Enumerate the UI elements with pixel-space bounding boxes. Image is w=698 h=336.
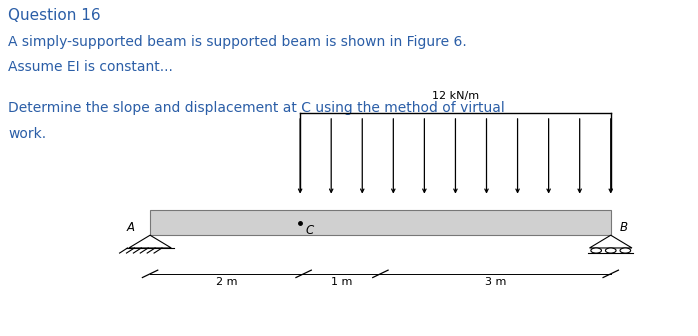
Circle shape — [620, 248, 631, 253]
Text: A: A — [127, 220, 135, 234]
Circle shape — [605, 248, 616, 253]
Text: Question 16: Question 16 — [8, 8, 101, 24]
Text: 12 kN/m: 12 kN/m — [432, 91, 479, 101]
Text: Assume EI is constant...: Assume EI is constant... — [8, 60, 173, 75]
Text: 3 m: 3 m — [485, 277, 506, 287]
Text: 1 m: 1 m — [332, 277, 352, 287]
Text: work.: work. — [8, 127, 47, 141]
Text: A simply-supported beam is supported beam is shown in Figure 6.: A simply-supported beam is supported bea… — [8, 35, 467, 49]
Polygon shape — [590, 235, 632, 248]
Text: B: B — [620, 220, 628, 234]
Bar — [150, 210, 611, 235]
Text: C: C — [306, 224, 314, 237]
Circle shape — [591, 248, 602, 253]
Polygon shape — [129, 235, 171, 248]
Text: Determine the slope and displacement at C using the method of virtual: Determine the slope and displacement at … — [8, 101, 505, 115]
Text: 2 m: 2 m — [216, 277, 237, 287]
